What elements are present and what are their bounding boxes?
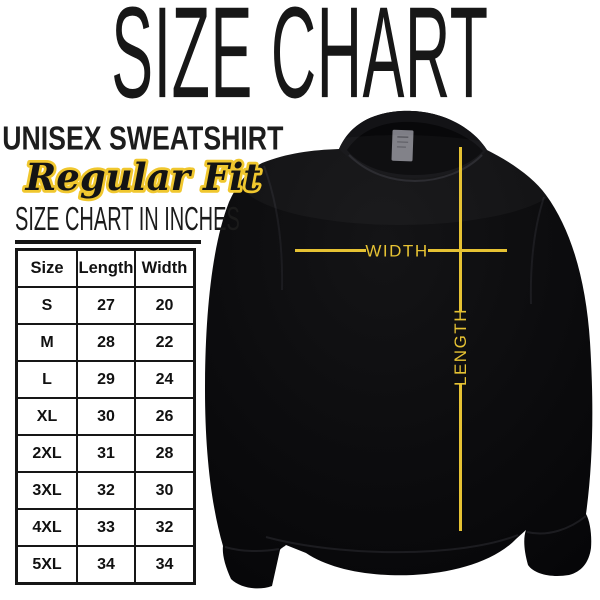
cell-width: 34: [134, 545, 196, 585]
cell-width: 32: [134, 508, 196, 547]
cell-size: M: [15, 323, 78, 362]
width-label: WIDTH: [365, 242, 428, 261]
table-row: L 29 24: [15, 360, 196, 399]
garment-seams: [224, 165, 587, 554]
table-row: 3XL 32 30: [15, 471, 196, 510]
cell-size: XL: [15, 397, 78, 436]
cell-length: 27: [76, 286, 136, 325]
column-header-length: Length: [76, 248, 136, 288]
column-header-size: Size: [15, 248, 78, 288]
product-name: UNISEX SWEATSHIRT: [2, 122, 283, 155]
table-row: XL 30 26: [15, 397, 196, 436]
table-row: 5XL 34 34: [15, 545, 196, 585]
cell-size: 3XL: [15, 471, 78, 510]
cell-width: 20: [134, 286, 196, 325]
size-table: Size Length Width S 27 20 M 28 22 L 29 2…: [15, 248, 196, 585]
table-row: 4XL 33 32: [15, 508, 196, 547]
heading-underline: [15, 239, 201, 244]
collar-seam: [348, 154, 483, 183]
cell-width: 24: [134, 360, 196, 399]
cell-size: L: [15, 360, 78, 399]
cell-size: 5XL: [15, 545, 78, 585]
product-name-text: UNISEX SWEATSHIRT: [2, 120, 284, 157]
table-row: M 28 22: [15, 323, 196, 362]
cell-size: S: [15, 286, 78, 325]
collar-tag: [391, 129, 414, 162]
cell-width: 22: [134, 323, 196, 362]
cell-length: 34: [76, 545, 136, 585]
column-header-width: Width: [134, 248, 196, 288]
section-heading: SIZE CHART IN INCHES: [15, 201, 240, 244]
cell-length: 33: [76, 508, 136, 547]
cell-width: 30: [134, 471, 196, 510]
chest-highlight: [240, 135, 560, 225]
table-header-row: Size Length Width: [15, 248, 196, 288]
table-row: S 27 20: [15, 286, 196, 325]
cell-width: 28: [134, 434, 196, 473]
cell-size: 4XL: [15, 508, 78, 547]
fit-label: Regular Fit: [25, 155, 261, 199]
cell-size: 2XL: [15, 434, 78, 473]
length-label: LENGTH: [451, 308, 470, 386]
cell-length: 31: [76, 434, 136, 473]
cell-length: 30: [76, 397, 136, 436]
cell-width: 26: [134, 397, 196, 436]
table-row: 2XL 31 28: [15, 434, 196, 473]
collar-opening: [347, 121, 483, 175]
page-title-text: SIZE CHART: [111, 0, 489, 126]
page-title: SIZE CHART: [0, 0, 600, 117]
cell-length: 28: [76, 323, 136, 362]
cell-length: 32: [76, 471, 136, 510]
sweatshirt-silhouette: [205, 110, 593, 589]
section-heading-text: SIZE CHART IN INCHES: [15, 199, 240, 238]
cell-length: 29: [76, 360, 136, 399]
